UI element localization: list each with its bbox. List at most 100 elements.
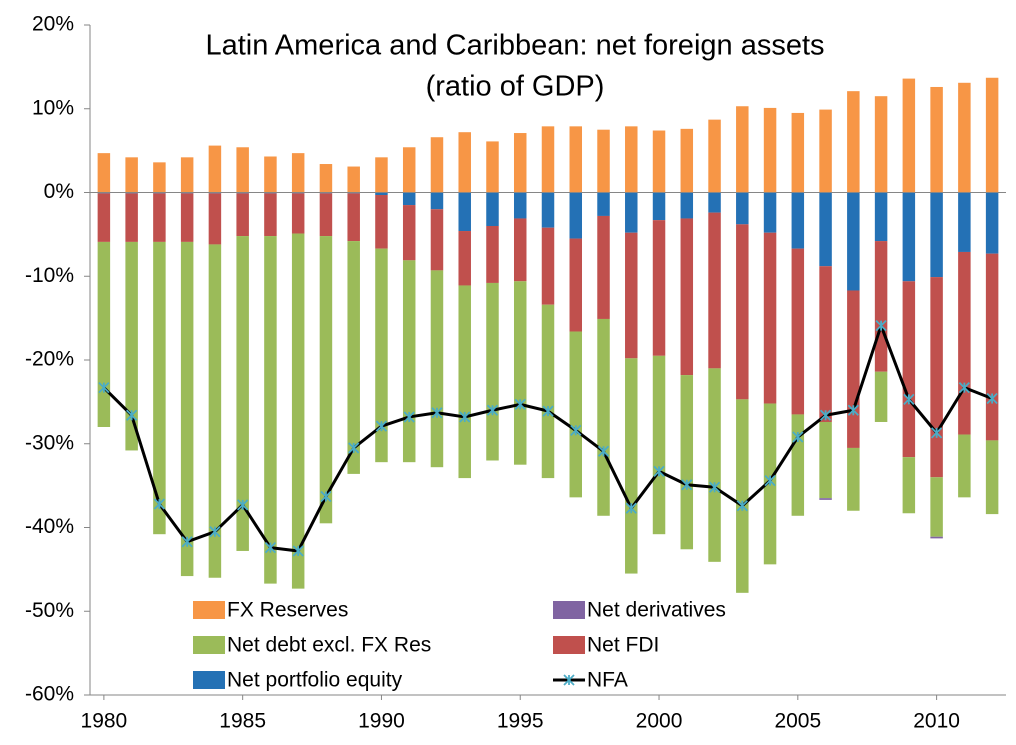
- bar-segment: [930, 86, 943, 193]
- line-marker: [375, 420, 388, 432]
- line-marker: [736, 500, 748, 512]
- bar-segment: [625, 126, 638, 193]
- y-tick-label: -60%: [25, 683, 74, 706]
- y-tick-label: -20%: [25, 348, 74, 371]
- line-marker: [930, 427, 943, 439]
- line-marker: [875, 320, 887, 332]
- bar-segment: [513, 192, 527, 219]
- y-tick-label: 20%: [32, 13, 74, 36]
- line-marker: [681, 479, 693, 491]
- bar-segment: [680, 218, 694, 376]
- bar-segment: [874, 371, 888, 422]
- line-marker: [514, 398, 526, 411]
- x-tick-label: 1985: [219, 710, 266, 733]
- bar-segment: [763, 192, 777, 233]
- bar-segment: [708, 212, 721, 369]
- x-tick-label: 2010: [913, 710, 960, 733]
- bar-segment: [930, 477, 943, 537]
- bar-segment: [541, 192, 555, 228]
- legend-item: Net portfolio equity: [193, 669, 403, 692]
- x-tick-label: 2005: [774, 710, 821, 733]
- bar-segment: [347, 193, 360, 242]
- bar-segment: [847, 192, 860, 291]
- line-marker: [153, 498, 166, 510]
- bar-segment: [597, 318, 610, 516]
- bar-segment: [430, 192, 444, 210]
- line-marker: [486, 404, 499, 416]
- bar-segment: [569, 238, 583, 332]
- legend-swatch: [553, 601, 585, 619]
- bar-segment: [625, 192, 638, 233]
- bar-segment: [930, 277, 943, 478]
- bar-segment: [402, 192, 416, 206]
- y-tick-label: -10%: [25, 264, 74, 287]
- bar-segment: [236, 147, 249, 193]
- bar-segment: [902, 457, 916, 514]
- legend-label: Net FDI: [587, 634, 659, 657]
- x-tick-label: 1990: [358, 710, 405, 733]
- line-marker: [459, 411, 471, 423]
- bar-segment: [680, 192, 694, 219]
- bar-segment: [375, 157, 388, 193]
- bar-segment: [264, 193, 277, 237]
- bar-segment: [458, 192, 471, 232]
- bar-segment: [486, 226, 499, 283]
- bar-segment: [291, 233, 305, 589]
- line-marker: [958, 382, 971, 394]
- bar-segment: [680, 375, 694, 550]
- bar-segment: [819, 498, 832, 500]
- bar-segment: [319, 236, 333, 524]
- bar-segment: [819, 266, 832, 422]
- line-marker: [708, 481, 721, 493]
- bar-segment: [153, 241, 166, 535]
- y-tick-label: -50%: [25, 599, 74, 622]
- bar-segment: [347, 166, 360, 193]
- bar-segment: [458, 285, 471, 479]
- bar-segment: [763, 232, 777, 404]
- y-tick-label: 10%: [32, 96, 74, 119]
- line-marker: [209, 526, 221, 538]
- legend-item: Net derivatives: [553, 599, 726, 622]
- bar-segment: [791, 414, 805, 516]
- legend-item: FX Reserves: [193, 599, 348, 622]
- bar-segment: [874, 96, 888, 193]
- bar-segment: [264, 236, 277, 584]
- bar-segment: [958, 251, 971, 435]
- bar-segment: [97, 241, 111, 427]
- bar-segment: [180, 193, 194, 242]
- legend-item: Net FDI: [553, 634, 659, 657]
- line-marker: [653, 465, 665, 478]
- bar-segment: [736, 106, 749, 193]
- bar-segment: [652, 192, 666, 221]
- legend-label: FX Reserves: [227, 599, 348, 622]
- bar-segment: [541, 126, 555, 193]
- bar-segment: [430, 270, 444, 468]
- bar-segment: [597, 129, 610, 193]
- bar-segment: [458, 132, 471, 193]
- bar-segment: [97, 153, 111, 193]
- legend-swatch: [193, 671, 225, 689]
- bar-segment: [236, 193, 249, 237]
- legend-swatch: [193, 601, 225, 619]
- bar-segment: [930, 192, 943, 278]
- line-marker: [292, 545, 304, 557]
- bar-segment: [513, 133, 527, 193]
- bar-segment: [985, 440, 999, 515]
- bar-segment: [736, 399, 749, 593]
- bar-segment: [708, 192, 721, 213]
- bar-segment: [847, 91, 860, 193]
- bar-segment: [791, 112, 805, 193]
- bar-segment: [180, 241, 194, 577]
- bar-segment: [153, 193, 166, 242]
- chart-title: Latin America and Caribbean: net foreign…: [205, 30, 824, 62]
- bar-segment: [402, 147, 416, 193]
- bar-segment: [569, 331, 583, 498]
- bar-segment: [402, 260, 416, 463]
- line-marker: [570, 424, 582, 436]
- bar-segment: [375, 248, 388, 463]
- line-marker: [597, 445, 610, 457]
- bar-segment: [819, 421, 832, 499]
- bar-segment: [319, 193, 333, 237]
- x-tick-label: 2000: [636, 710, 683, 733]
